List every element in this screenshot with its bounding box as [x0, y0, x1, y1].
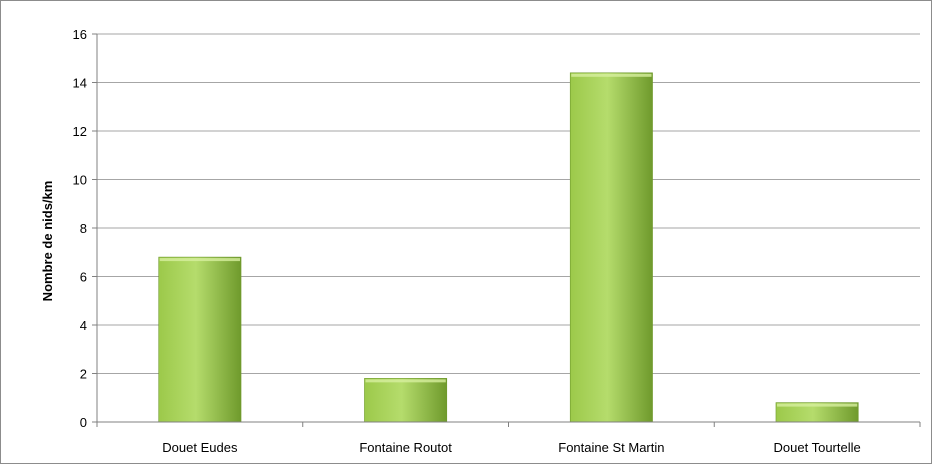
y-tick-label: 2	[80, 367, 87, 382]
bars	[158, 72, 859, 423]
y-tick-label: 6	[80, 270, 87, 285]
bar-highlight	[365, 379, 446, 383]
x-tick-label: Douet Tourtelle	[774, 440, 861, 455]
x-tick-label: Douet Eudes	[162, 440, 238, 455]
bar-highlight	[159, 258, 241, 262]
x-tick-labels: Douet Eudes Fontaine Routot Fontaine St Ma…	[162, 440, 860, 455]
axes	[92, 33, 921, 427]
x-tick-label: Fontaine St Martin	[558, 440, 664, 455]
y-tick-label: 0	[80, 415, 87, 430]
y-tick-label: 4	[80, 318, 87, 333]
y-tick-labels: 0 2 4 6 8 10 12 14 16	[73, 27, 87, 430]
y-tick-label: 16	[73, 27, 87, 42]
x-tick-label: Fontaine Routot	[359, 440, 452, 455]
y-tick-label: 12	[73, 124, 87, 139]
y-axis-title: Nombre de nids/km	[40, 181, 55, 302]
y-tick-label: 14	[73, 76, 87, 91]
bar-fontaine-st-martin	[569, 72, 653, 423]
bar-highlight	[571, 73, 652, 77]
bar-douet-eudes	[158, 256, 242, 423]
bar-highlight	[776, 403, 858, 407]
y-tick-label: 8	[80, 221, 87, 236]
bar-fontaine-routot	[364, 378, 448, 423]
y-tick-label: 10	[73, 173, 87, 188]
